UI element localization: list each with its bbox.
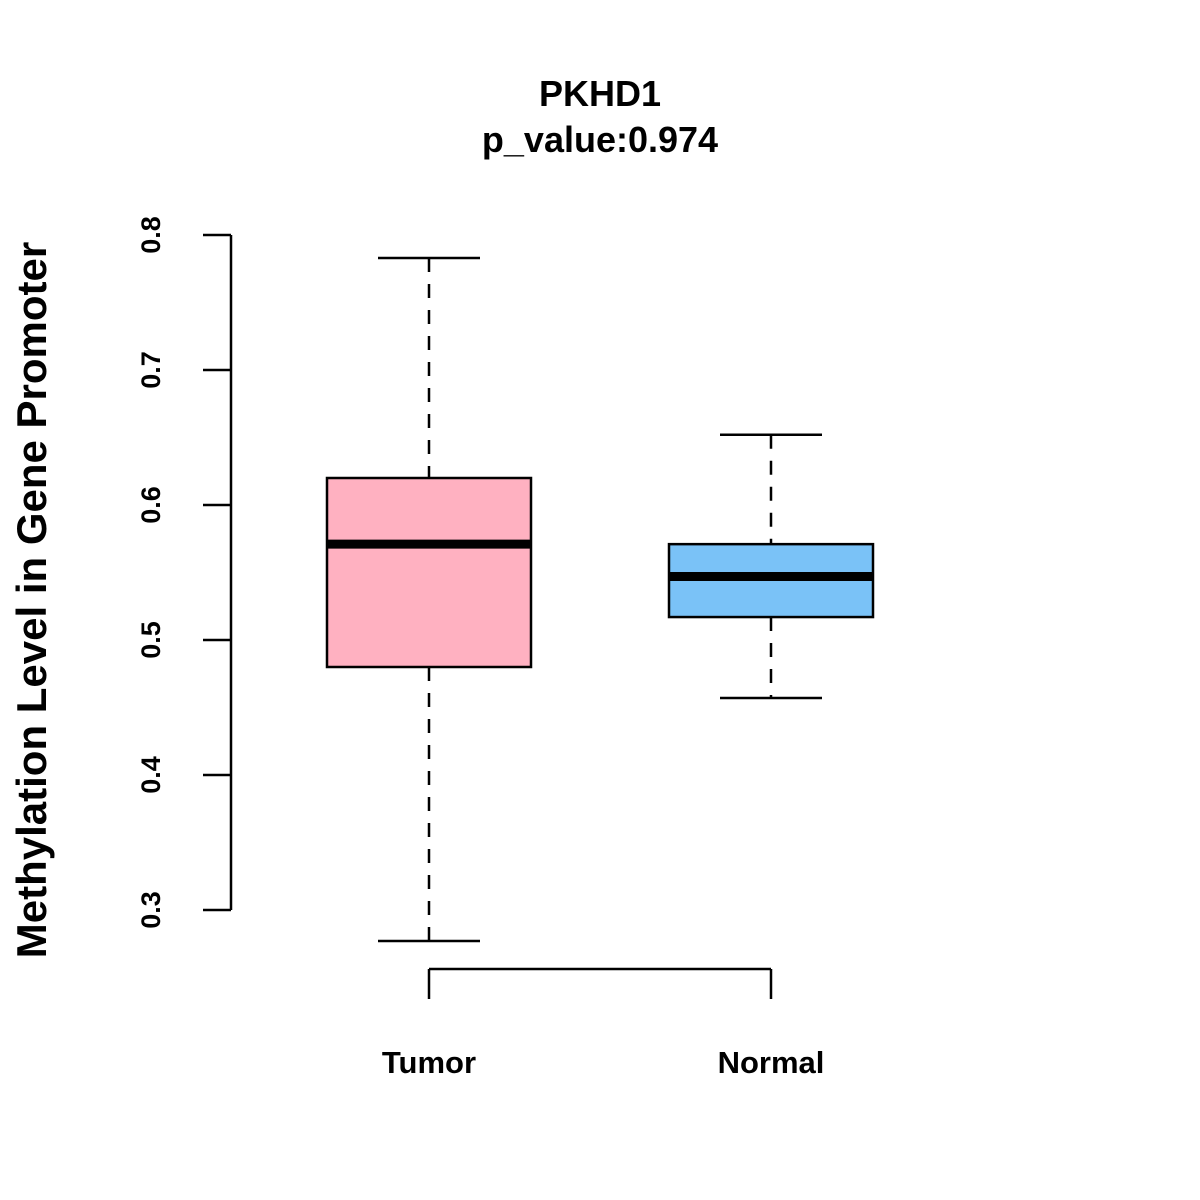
- box-tumor: [325, 256, 533, 943]
- x-tick-label-tumor: Tumor: [382, 1045, 476, 1080]
- y-axis: 0.3 0.4 0.5 0.6 0.7 0.8: [136, 216, 233, 929]
- x-tick-label-normal: Normal: [718, 1045, 825, 1080]
- box-iqr: [325, 476, 533, 669]
- y-tick-label: 0.5: [136, 621, 166, 659]
- x-axis: Tumor Normal: [382, 967, 825, 1080]
- y-axis-label: Methylation Level in Gene Promoter: [8, 242, 55, 958]
- y-tick-label: 0.7: [136, 351, 166, 389]
- box-normal: [667, 433, 875, 700]
- boxes-group: [325, 256, 875, 943]
- y-tick-label: 0.6: [136, 486, 166, 524]
- y-tick-label: 0.8: [136, 216, 166, 254]
- chart-title: PKHD1: [539, 73, 661, 114]
- y-tick-label: 0.3: [136, 891, 166, 929]
- y-tick-label: 0.4: [136, 756, 166, 794]
- chart-subtitle: p_value:0.974: [482, 119, 718, 160]
